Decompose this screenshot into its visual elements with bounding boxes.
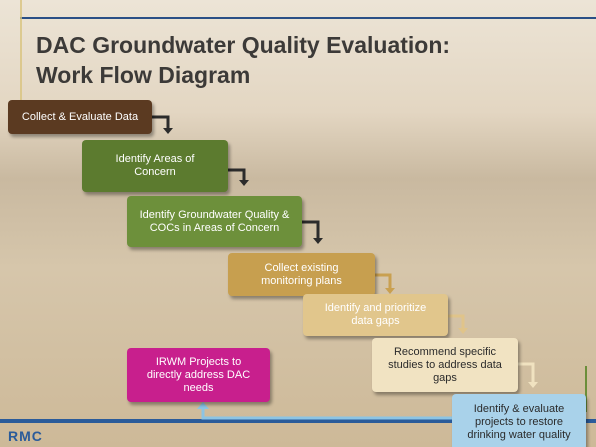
step-box: Identify Groundwater Quality & COCs in A…	[127, 196, 302, 247]
return-arrow-head	[197, 402, 209, 409]
return-arrow	[203, 408, 452, 418]
step-box: Identify and prioritize data gaps	[303, 294, 448, 336]
slide: DAC Groundwater Quality Evaluation: Work…	[0, 0, 596, 447]
step-box: Identify & evaluate projects to restore …	[452, 394, 586, 447]
step-box: Recommend specific studies to address da…	[372, 338, 518, 392]
title-line: Work Flow Diagram	[36, 62, 250, 89]
side-box: IRWM Projects to directly address DAC ne…	[127, 348, 270, 402]
title-line: DAC Groundwater Quality Evaluation:	[36, 32, 450, 59]
logo: RMC	[8, 428, 43, 444]
step-box: Collect existing monitoring plans	[228, 253, 375, 296]
step-box: Identify Areas of Concern	[82, 140, 228, 192]
step-box: Collect & Evaluate Data	[8, 100, 152, 134]
